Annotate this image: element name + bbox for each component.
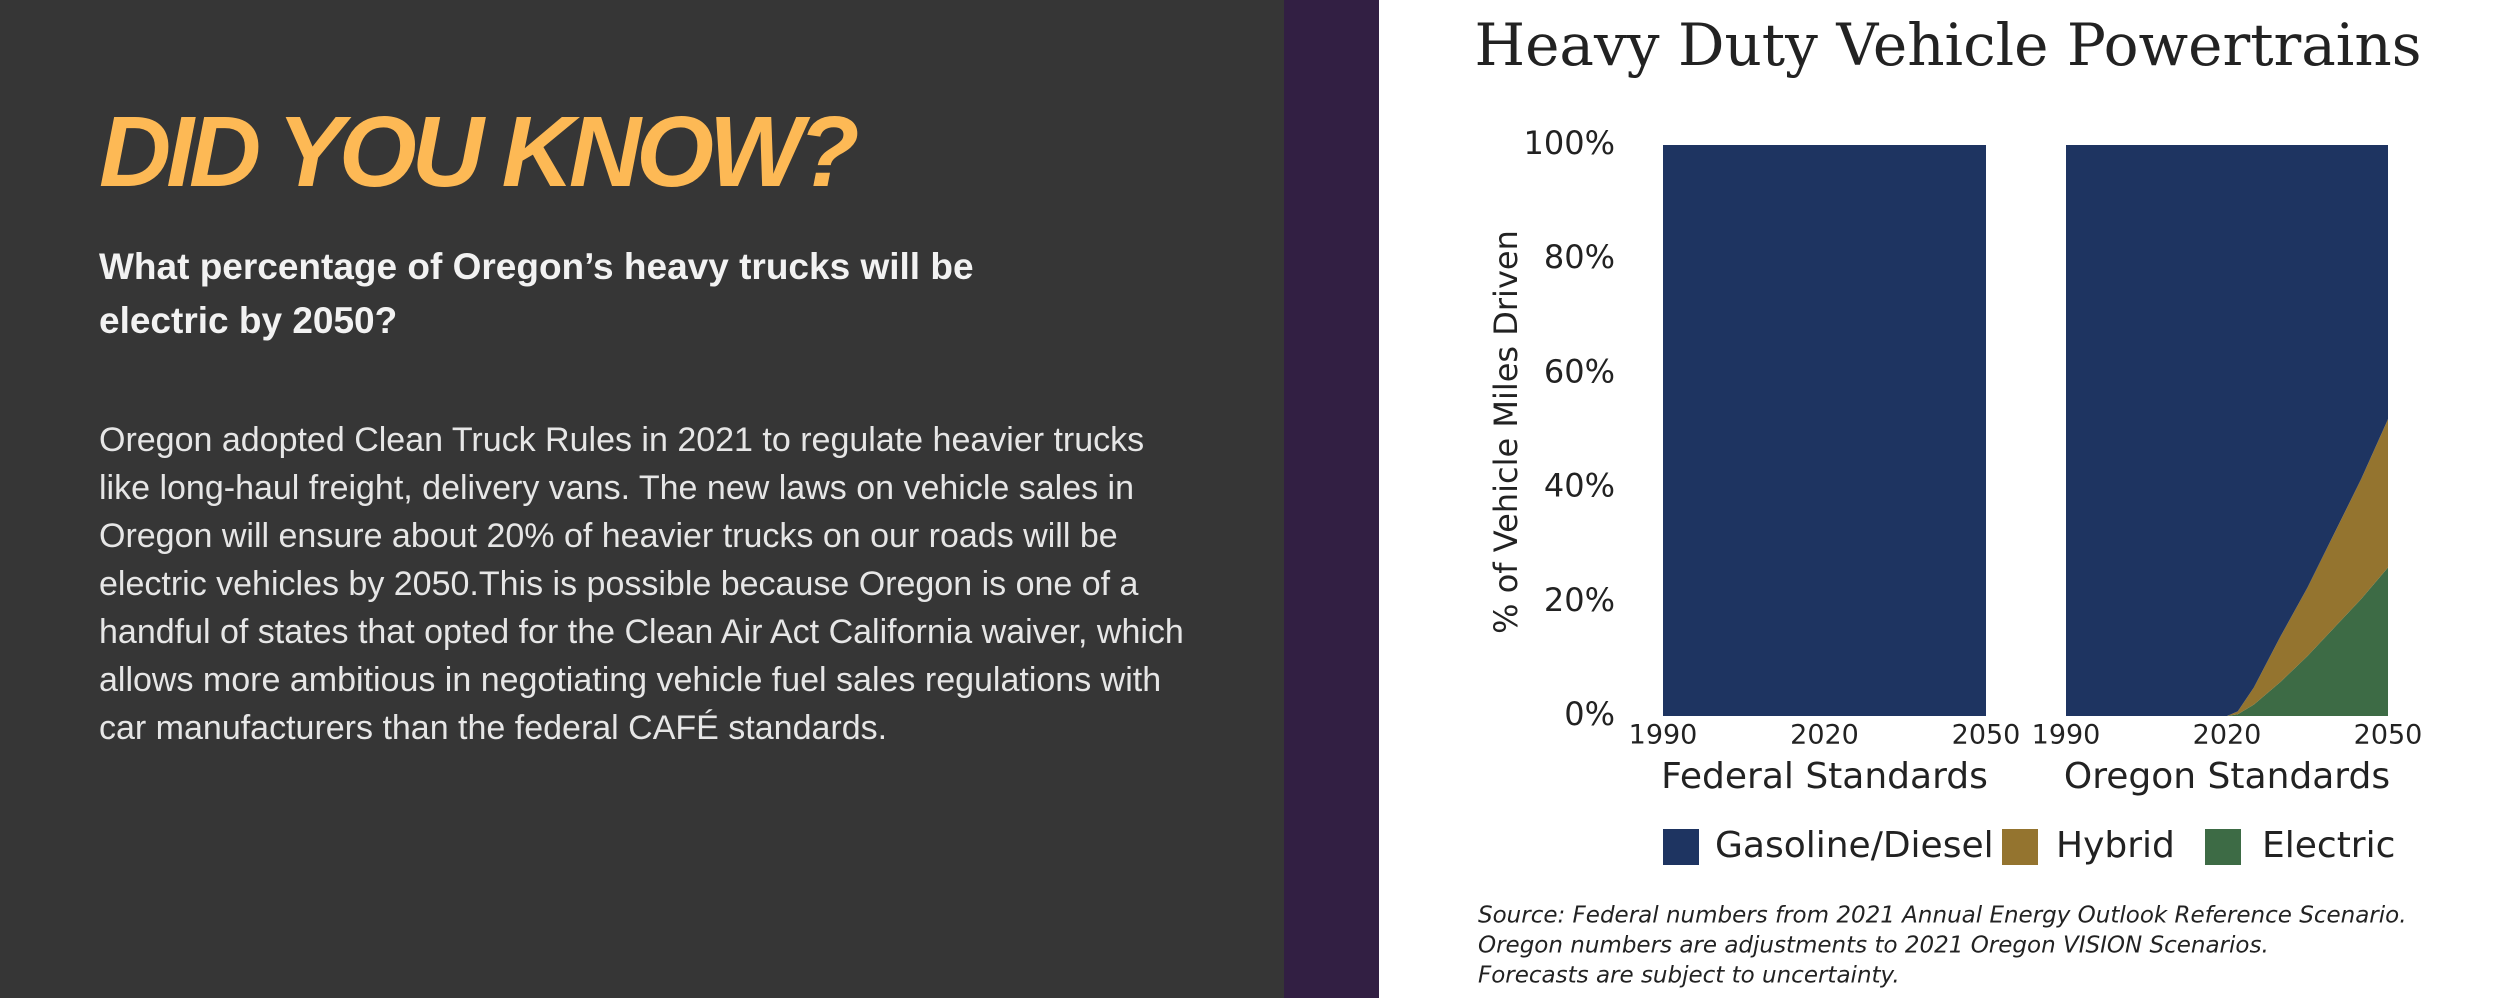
y-tick-label: 40% (1544, 467, 1615, 505)
y-axis-label: % of Vehicle Miles Driven (1487, 230, 1525, 634)
x-tick-label: 2020 (2193, 720, 2262, 751)
x-axis-label: Federal Standards (1661, 756, 1988, 797)
area (1663, 145, 1986, 716)
area (2066, 419, 2388, 716)
legend-swatch (2205, 829, 2241, 865)
legend-swatch (1663, 829, 1699, 865)
area (2066, 567, 2388, 716)
x-axis-label: Oregon Standards (2064, 756, 2390, 797)
legend-label: Hybrid (2056, 825, 2175, 866)
source-note: Forecasts are subject to uncertainty. (1478, 963, 1900, 989)
x-tick-label: 2050 (1952, 720, 2021, 751)
y-tick-label: 80% (1544, 238, 1615, 276)
y-tick-label: 60% (1544, 352, 1615, 390)
x-tick-label: 1990 (2032, 720, 2101, 751)
x-tick-label: 2050 (2354, 720, 2423, 751)
legend-label: Electric (2262, 825, 2395, 866)
legend-swatch (2002, 829, 2038, 865)
y-tick-label: 20% (1544, 581, 1615, 619)
y-tick-label: 100% (1524, 124, 1615, 162)
area (2066, 145, 2388, 716)
x-tick-label: 1990 (1629, 720, 1698, 751)
source-note: Oregon numbers are adjustments to 2021 O… (1478, 933, 2269, 959)
headline: DID YOU KNOW? (99, 96, 859, 208)
divider-strip (1284, 0, 1379, 998)
y-tick-label: 0% (1564, 695, 1615, 733)
x-tick-label: 2020 (1790, 720, 1859, 751)
chart-title: Heavy Duty Vehicle Powertrains (1475, 11, 2422, 79)
info-panel: DID YOU KNOW? What percentage of Oregon’… (0, 0, 1284, 998)
source-note: Source: Federal numbers from 2021 Annual… (1478, 903, 2407, 929)
body-text: Oregon adopted Clean Truck Rules in 2021… (99, 421, 1184, 747)
legend-label: Gasoline/Diesel (1715, 825, 1994, 866)
question: What percentage of Oregon’s heavy trucks… (99, 246, 974, 341)
